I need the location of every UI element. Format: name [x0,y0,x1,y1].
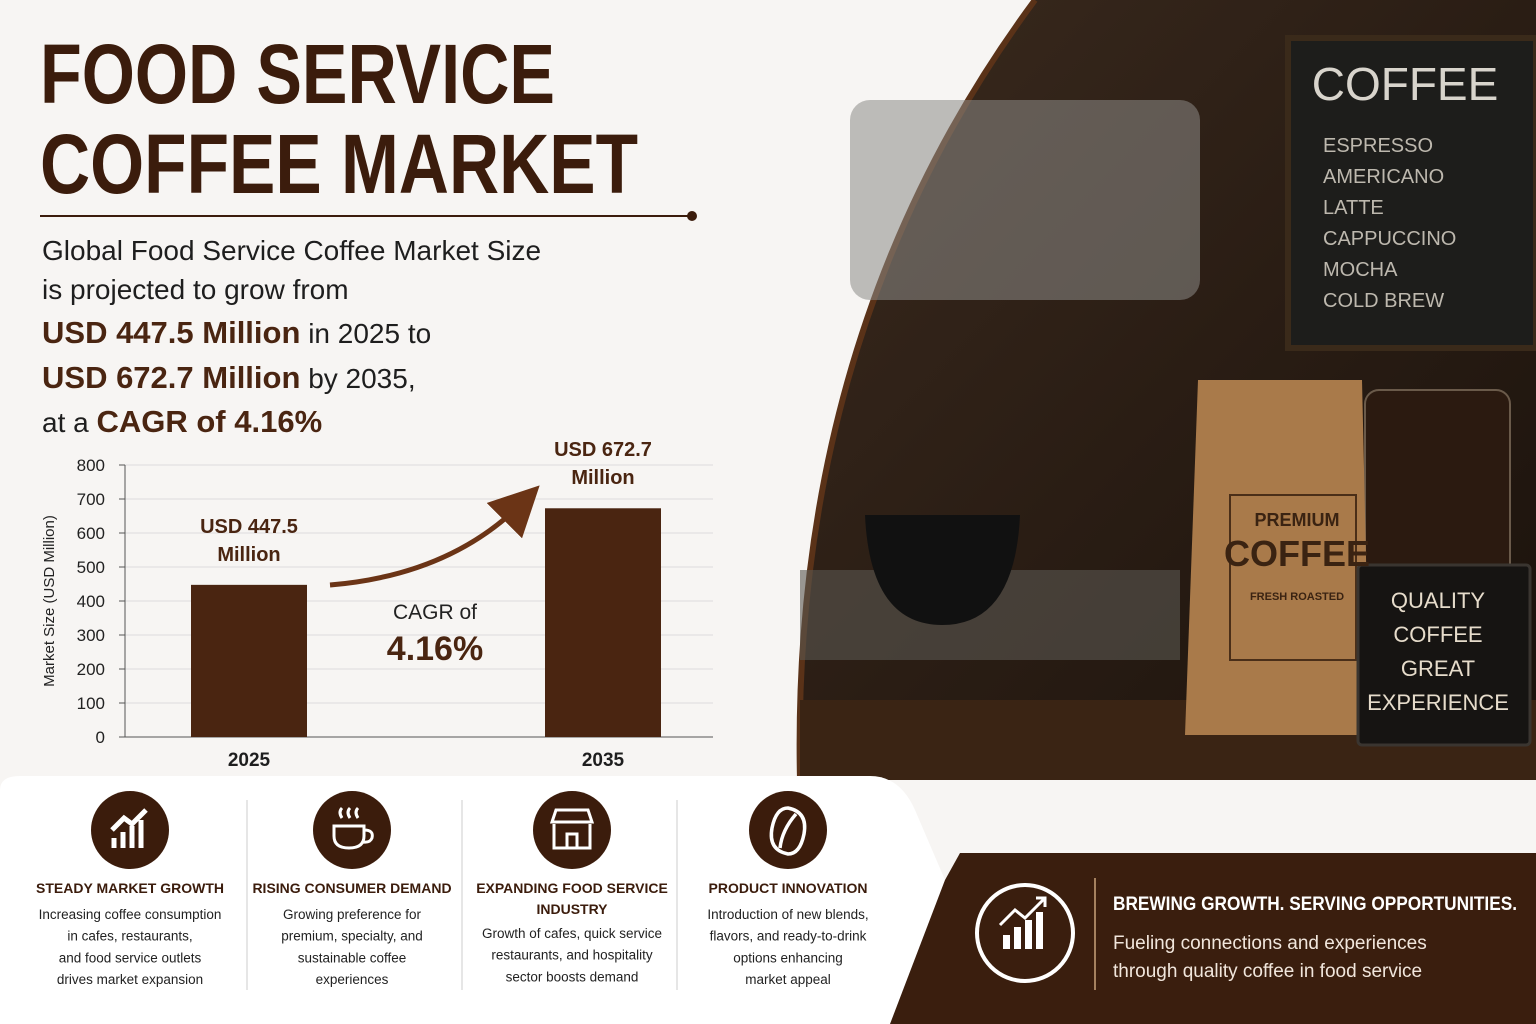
footer-title: BREWING GROWTH. SERVING OPPORTUNITIES. [1113,894,1517,915]
sign-text: EXPERIENCE [1367,690,1509,715]
menu-item: CAPPUCCINO [1323,228,1456,250]
menu-board [1285,35,1536,351]
footer-panel [890,853,1536,1024]
y-tick-label: 800 [77,456,105,475]
sign-text: COFFEE [1393,622,1482,647]
feature-title: PRODUCT INNOVATION [709,880,868,896]
icon-glyph [110,808,148,848]
feature-icon [533,791,611,869]
y-tick-label: 200 [77,660,105,679]
annotation: 4.16% [387,630,483,668]
intro-text: Global Food Service Coffee Market Size [42,235,541,266]
footer-icon-arrow [998,896,1047,927]
menu-title: COFFEE [1312,58,1499,110]
feature-title: EXPANDING FOOD SERVICE [476,880,668,896]
sign [1356,563,1532,747]
intro-text: at a [42,407,89,438]
photo-text: COFFEE ESPRESSO AMERICANO LATTE CAPPUCCINO MO… [1224,58,1509,715]
feature-text: Introduction of new blends, [707,907,868,922]
intro-line: USD 447.5 Million in 2025 to [42,315,431,350]
feature-title: STEADY MARKET GROWTH [36,880,224,896]
title-line: FOOD SERVICE [40,27,555,121]
feature-text: Growing preference for [283,907,422,922]
sign-text: GREAT [1401,656,1475,681]
intro-text: by 2035, [308,363,415,394]
sign-text: QUALITY [1391,588,1485,613]
feature-text: premium, specialty, and [281,929,423,944]
intro-line: USD 672.7 Million by 2035, [42,360,416,395]
feature-text: restaurants, and hospitality [491,948,653,963]
x-tick-label: 2035 [582,750,625,771]
bar [191,584,307,737]
annotation: CAGR of [393,601,477,624]
end-value: USD 672.7 Million [42,360,300,395]
menu-item: ESPRESSO [1323,135,1433,157]
header: FOOD SERVICE COFFEE MARKET [40,27,638,211]
feature-text: sector boosts demand [506,969,639,984]
title-line: COFFEE MARKET [40,117,638,211]
cup [865,515,1020,625]
footer-icon-bars [1003,912,1043,949]
y-tick-label: 600 [77,524,105,543]
icon-glyph [549,808,595,850]
intro-line: Global Food Service Coffee Market Size [42,235,541,266]
bag-text: COFFEE [1224,533,1370,574]
intro-text: is projected to grow from [42,274,349,305]
feature-text: Increasing coffee consumption [39,907,222,922]
feature-icon [313,791,391,869]
feature-text: Growth of cafes, quick service [482,926,662,941]
chart: 0 100 200 300 400 500 600 700 800 Market Size (US… [41,439,713,771]
feature-text: in cafes, restaurants, [67,929,192,944]
bar [545,508,661,737]
cagr-arrow [329,485,540,588]
footer-icon [975,883,1075,983]
menu-item: LATTE [1323,197,1384,219]
x-tick-label: 2025 [228,750,271,771]
feature-text: market appeal [745,972,831,987]
bag-label [1229,494,1357,661]
y-tick-label: 400 [77,592,105,611]
footer-line: through quality coffee in food service [1113,961,1422,982]
feature-icon [749,791,827,869]
value-label: USD 672.7 Million [554,439,652,490]
intro-line: is projected to grow from [42,274,349,305]
intro-line: at a CAGR of 4.16% [42,404,322,439]
feature-text: and food service outlets [59,950,202,965]
feature-text: sustainable coffee [298,950,407,965]
feature-title: INDUSTRY [536,901,608,917]
menu-item: AMERICANO [1323,166,1444,188]
menu-item: MOCHA [1323,259,1398,281]
value-label-box: USD 447.5 Million [200,515,298,566]
y-tick-label: 0 [96,728,105,747]
y-tick-label: 100 [77,694,105,713]
coffee-bag [1185,380,1370,735]
y-axis-label: Market Size (USD Million) [41,515,58,687]
feature-title: RISING CONSUMER DEMAND [252,880,451,896]
value-label-box: USD 672.7 Million [554,439,652,490]
feature-text: flavors, and ready-to-drink [710,929,867,944]
bag-text: FRESH ROASTED [1250,591,1344,603]
y-tick-label: 700 [77,490,105,509]
feature-text: experiences [316,972,389,987]
footer-line: Fueling connections and experiences [1113,933,1427,954]
machine [850,100,1200,300]
feature-text: options enhancing [733,950,843,965]
divider-dot [687,211,697,221]
cagr: CAGR of 4.16% [96,404,322,439]
features: STEADY MARKET GROWTH Increasing coffee co… [36,791,869,990]
icon-glyph [769,806,807,856]
coffee-jar [1364,389,1511,591]
bag-text: PREMIUM [1255,510,1340,530]
intro-text: in 2025 to [308,318,431,349]
y-tick-label: 300 [77,626,105,645]
menu-item: COLD BREW [1323,290,1444,312]
start-value: USD 447.5 Million [42,315,300,350]
icon-glyph [332,806,374,850]
feature-text: drives market expansion [57,972,203,987]
features-panel [0,776,945,1024]
y-tick-label: 500 [77,558,105,577]
intro: Global Food Service Coffee Market Size i… [42,235,541,439]
value-label: USD 447.5 Million [200,515,298,566]
